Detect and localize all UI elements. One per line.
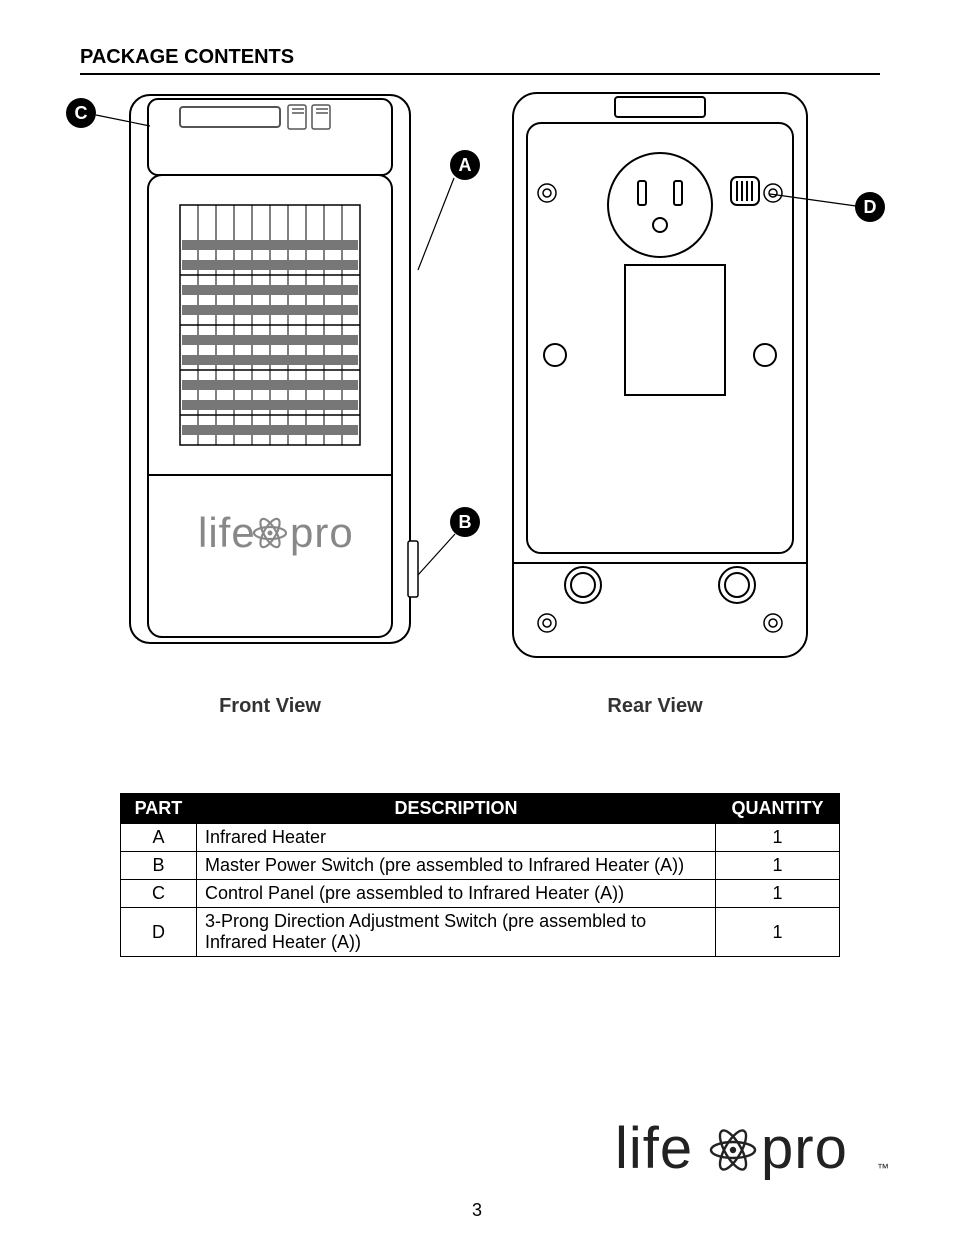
cell-description: Control Panel (pre assembled to Infrared… (196, 880, 715, 908)
rear-view-caption: Rear View (505, 695, 805, 718)
col-description: DESCRIPTION (196, 794, 715, 824)
svg-text:™: ™ (877, 1161, 889, 1175)
front-view-caption: Front View (120, 695, 420, 718)
plug-icon (608, 153, 712, 257)
table-header-row: PART DESCRIPTION QUANTITY (121, 794, 840, 824)
col-part: PART (121, 794, 197, 824)
cell-part: D (121, 908, 197, 957)
table-row: C Control Panel (pre assembled to Infrar… (121, 880, 840, 908)
atom-icon (711, 1127, 755, 1173)
brand-logo-icon: life pro ™ (615, 1110, 905, 1190)
cell-part: A (121, 824, 197, 852)
svg-text:pro: pro (290, 509, 354, 556)
callout-a: A (450, 150, 480, 180)
cell-description: 3-Prong Direction Adjustment Switch (pre… (196, 908, 715, 957)
cell-part: B (121, 852, 197, 880)
table-row: A Infrared Heater 1 (121, 824, 840, 852)
direction-switch-icon (731, 177, 759, 205)
cell-quantity: 1 (716, 908, 840, 957)
rear-view-diagram (505, 85, 815, 665)
logo-right-text: pro (761, 1116, 848, 1181)
col-quantity: QUANTITY (716, 794, 840, 824)
cell-quantity: 1 (716, 824, 840, 852)
cell-quantity: 1 (716, 880, 840, 908)
table-row: D 3-Prong Direction Adjustment Switch (p… (121, 908, 840, 957)
front-view-diagram: life pro (120, 85, 420, 655)
callout-b: B (450, 507, 480, 537)
cell-quantity: 1 (716, 852, 840, 880)
callout-d: D (855, 192, 885, 222)
logo-left-text: life (615, 1116, 693, 1181)
parts-table: PART DESCRIPTION QUANTITY A Infrared Hea… (120, 793, 840, 957)
cell-description: Master Power Switch (pre assembled to In… (196, 852, 715, 880)
section-title: PACKAGE CONTENTS (80, 46, 880, 75)
table-row: B Master Power Switch (pre assembled to … (121, 852, 840, 880)
svg-text:life: life (198, 509, 256, 556)
page-number: 3 (0, 1200, 954, 1221)
callout-c: C (66, 98, 96, 128)
cell-part: C (121, 880, 197, 908)
cell-description: Infrared Heater (196, 824, 715, 852)
